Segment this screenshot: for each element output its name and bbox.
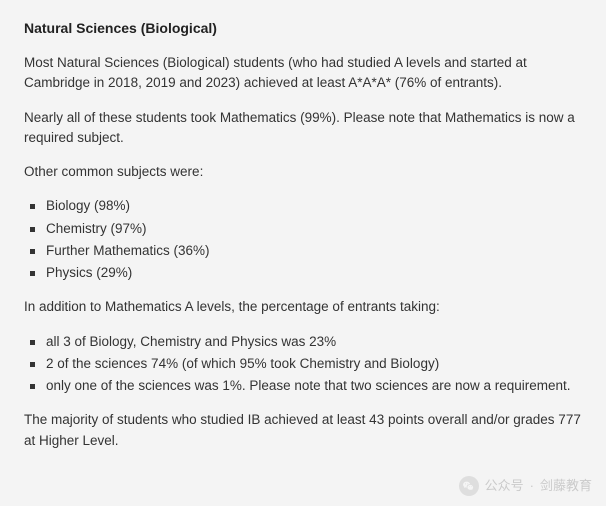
list-item: 2 of the sciences 74% (of which 95% took… [30, 354, 582, 374]
combo-list: all 3 of Biology, Chemistry and Physics … [24, 332, 582, 397]
list-item: Biology (98%) [30, 196, 582, 216]
intro-paragraph: Most Natural Sciences (Biological) stude… [24, 53, 582, 94]
page-title: Natural Sciences (Biological) [24, 18, 582, 39]
ib-paragraph: The majority of students who studied IB … [24, 410, 582, 451]
list-item: Chemistry (97%) [30, 219, 582, 239]
common-subjects-lead: Other common subjects were: [24, 162, 582, 182]
list-item: Physics (29%) [30, 263, 582, 283]
list-item: only one of the sciences was 1%. Please … [30, 376, 582, 396]
watermark-name: 剑藤教育 [540, 476, 592, 496]
list-item: all 3 of Biology, Chemistry and Physics … [30, 332, 582, 352]
math-paragraph: Nearly all of these students took Mathem… [24, 108, 582, 149]
watermark-label: 公众号 [485, 476, 524, 496]
watermark: 公众号 · 剑藤教育 [459, 476, 592, 496]
list-item: Further Mathematics (36%) [30, 241, 582, 261]
combo-lead: In addition to Mathematics A levels, the… [24, 297, 582, 317]
subjects-list: Biology (98%) Chemistry (97%) Further Ma… [24, 196, 582, 283]
watermark-sep: · [530, 476, 534, 496]
wechat-icon [459, 476, 479, 496]
